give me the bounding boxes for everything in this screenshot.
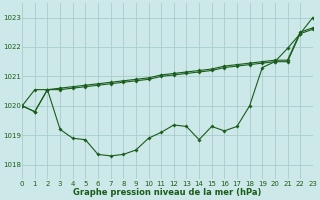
- X-axis label: Graphe pression niveau de la mer (hPa): Graphe pression niveau de la mer (hPa): [73, 188, 262, 197]
